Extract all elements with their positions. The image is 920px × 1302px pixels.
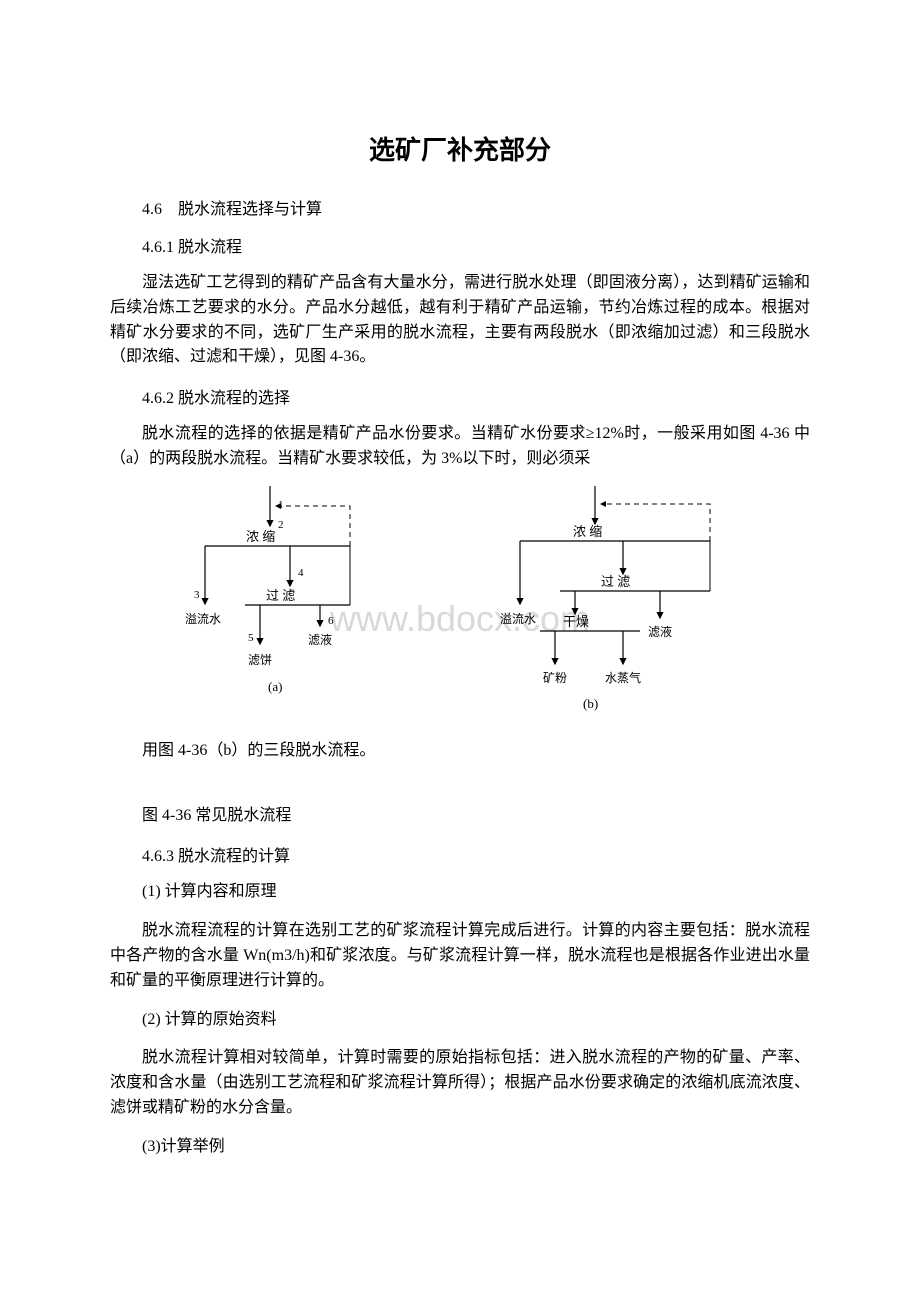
flowchart-svg: www.bdocx.com 1 2 浓 缩 3 溢流水 4 过 滤 5 滤饼 6…: [110, 486, 810, 724]
label-b-concentrate: 浓 缩: [573, 524, 602, 539]
num-4: 4: [298, 567, 304, 579]
doc-title: 选矿厂补充部分: [110, 130, 810, 167]
label-b-filter: 过 滤: [601, 574, 630, 589]
spacer: [110, 778, 810, 804]
label-a-filtrate: 滤液: [308, 632, 332, 647]
heading-4-6-3: 4.6.3 脱水流程的计算: [110, 842, 810, 866]
label-b-steam: 水蒸气: [605, 670, 641, 685]
para-4-6-2b: 用图 4-36（b）的三段脱水流程。: [110, 739, 810, 764]
figure-caption: 图 4-36 常见脱水流程: [110, 804, 810, 829]
caption-a: (a): [268, 679, 282, 694]
label-a-cake: 滤饼: [248, 653, 272, 667]
label-b-overflow: 溢流水: [500, 612, 536, 626]
flowchart-a: 1 2 浓 缩 3 溢流水 4 过 滤 5 滤饼 6 滤液 (a): [185, 486, 350, 694]
para-4-6-3-2: 脱水流程计算相对较简单，计算时需要的原始指标包括：进入脱水流程的产物的矿量、产率…: [110, 1046, 810, 1120]
para-4-6-1: 湿法选矿工艺得到的精矿产品含有大量水分，需进行脱水处理（即固液分离），达到精矿运…: [110, 271, 810, 370]
label-4-6-3-2: (2) 计算的原始资料: [110, 1008, 810, 1033]
watermark-text: www.bdocx.com: [329, 598, 590, 639]
label-b-dry: 干燥: [563, 614, 589, 629]
num-3: 3: [194, 589, 200, 601]
label-a-overflow: 溢流水: [185, 612, 221, 626]
label-4-6-3-3: (3)计算举例: [110, 1135, 810, 1160]
para-4-6-2a: 脱水流程的选择的依据是精矿产品水份要求。当精矿水份要求≥12%时，一般采用如图 …: [110, 422, 810, 472]
heading-4-6: 4.6 脱水流程选择与计算: [110, 195, 810, 219]
label-a-concentrate: 浓 缩: [246, 529, 275, 544]
num-1: 1: [278, 499, 284, 511]
para-4-6-3-1: 脱水流程流程的计算在选别工艺的矿浆流程计算完成后进行。计算的内容主要包括：脱水流…: [110, 919, 810, 993]
label-b-filtrate: 滤液: [648, 624, 672, 639]
label-b-powder: 矿粉: [543, 671, 567, 685]
num-5: 5: [248, 632, 254, 644]
caption-b: (b): [583, 696, 598, 711]
label-4-6-3-1: (1) 计算内容和原理: [110, 880, 810, 905]
label-a-filter: 过 滤: [266, 588, 295, 603]
num-2: 2: [278, 519, 284, 531]
heading-4-6-2: 4.6.2 脱水流程的选择: [110, 384, 810, 408]
figure-4-36: www.bdocx.com 1 2 浓 缩 3 溢流水 4 过 滤 5 滤饼 6…: [110, 486, 810, 729]
heading-4-6-1: 4.6.1 脱水流程: [110, 233, 810, 257]
num-6: 6: [328, 615, 334, 627]
